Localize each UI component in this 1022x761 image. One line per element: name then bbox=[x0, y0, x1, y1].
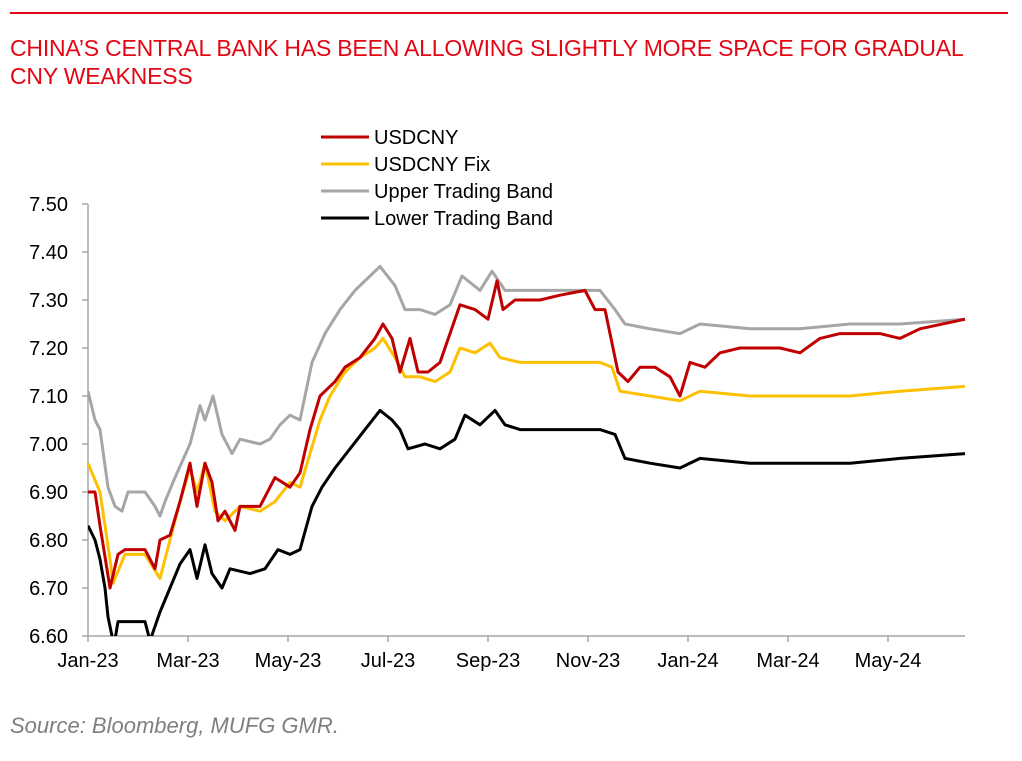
y-tick-label: 6.90 bbox=[29, 482, 68, 504]
legend-label: USDCNY bbox=[374, 127, 458, 149]
series-line-usdcny bbox=[88, 279, 966, 590]
series-line-upper-trading-band bbox=[88, 264, 966, 518]
x-tick-label: Mar-24 bbox=[756, 650, 819, 672]
legend-label: Upper Trading Band bbox=[374, 181, 553, 203]
y-tick-label: 7.00 bbox=[29, 434, 68, 456]
y-tick-label: 7.10 bbox=[29, 386, 68, 408]
y-tick-label: 7.40 bbox=[29, 242, 68, 264]
source-note: Source: Bloomberg, MUFG GMR. bbox=[10, 713, 339, 738]
y-tick-label: 7.50 bbox=[29, 194, 68, 216]
x-tick-label: May-23 bbox=[255, 650, 322, 672]
y-tick-label: 6.80 bbox=[29, 530, 68, 552]
series-line-usdcny-fix bbox=[88, 336, 966, 585]
legend-label: Lower Trading Band bbox=[374, 208, 553, 230]
y-tick-label: 6.70 bbox=[29, 578, 68, 600]
x-tick-label: Nov-23 bbox=[556, 650, 620, 672]
y-tick-label: 6.60 bbox=[29, 626, 68, 648]
y-tick-label: 7.20 bbox=[29, 338, 68, 360]
top-rule bbox=[10, 12, 1008, 14]
x-tick-label: Jan-24 bbox=[657, 650, 718, 672]
chart-title: CHINA’S CENTRAL BANK HAS BEEN ALLOWING S… bbox=[10, 35, 963, 89]
x-tick-label: May-24 bbox=[855, 650, 922, 672]
x-tick-label: Jul-23 bbox=[361, 650, 415, 672]
x-tick-label: Jan-23 bbox=[57, 650, 118, 672]
x-tick-label: Mar-23 bbox=[156, 650, 219, 672]
legend-label: USDCNY Fix bbox=[374, 154, 490, 176]
series-line-lower-trading-band bbox=[88, 408, 966, 636]
x-tick-label: Sep-23 bbox=[456, 650, 521, 672]
y-tick-label: 7.30 bbox=[29, 290, 68, 312]
